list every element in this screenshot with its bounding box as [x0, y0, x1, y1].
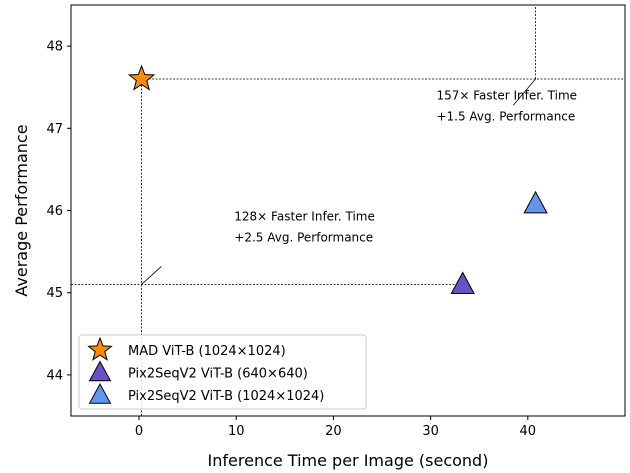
- legend-label: MAD ViT-B (1024×1024): [128, 344, 286, 359]
- annotation-text: 128× Faster Infer. Time: [234, 209, 375, 223]
- legend-marker: [87, 336, 113, 361]
- data-point: [450, 271, 475, 294]
- annotation-arrow: [141, 266, 162, 285]
- x-ticks: 0 10 20 30 40: [135, 416, 536, 439]
- x-tick-label: 40: [520, 424, 537, 439]
- y-tick-label: 47: [46, 122, 63, 137]
- data-point: [523, 190, 548, 214]
- y-tick-label: 45: [46, 286, 63, 301]
- y-tick-label: 44: [46, 368, 63, 383]
- annotation-text: +1.5 Avg. Performance: [436, 110, 575, 124]
- legend-marker: [88, 360, 112, 382]
- legend-label: Pix2SeqV2 ViT-B (1024×1024): [128, 389, 324, 404]
- x-tick-label: 10: [228, 424, 245, 439]
- legend-marker: [88, 382, 112, 404]
- annotation-arrow: [512, 78, 536, 106]
- legend: MAD ViT-B (1024×1024) Pix2SeqV2 ViT-B (64…: [78, 334, 367, 410]
- x-axis-title: Inference Time per Image (second): [208, 451, 489, 470]
- annotation-text: 157× Faster Infer. Time: [436, 89, 577, 103]
- data-point: [127, 64, 156, 91]
- annotation-text: +2.5 Avg. Performance: [234, 230, 373, 244]
- data-points: [127, 64, 548, 294]
- annotations: 157× Faster Infer. Time +1.5 Avg. Perform…: [141, 78, 577, 285]
- plot-area: 157× Faster Infer. Time +1.5 Avg. Perform…: [46, 4, 626, 439]
- y-tick-label: 46: [46, 204, 63, 219]
- x-tick-label: 30: [422, 424, 439, 439]
- y-ticks: 44 45 46 47 48: [46, 40, 71, 383]
- legend-box: [78, 334, 367, 410]
- y-axis-title: Average Performance: [12, 124, 31, 296]
- x-tick-label: 0: [135, 424, 143, 439]
- y-tick-label: 48: [46, 40, 63, 55]
- legend-label: Pix2SeqV2 ViT-B (640×640): [128, 367, 308, 382]
- x-tick-label: 20: [325, 424, 342, 439]
